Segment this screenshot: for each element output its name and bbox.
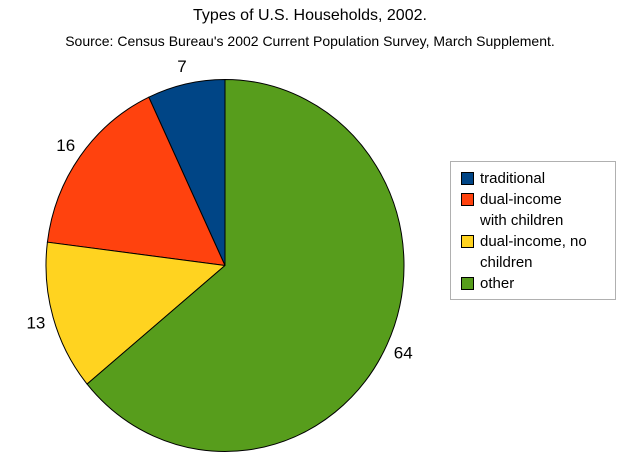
- pie-slice-other: [86, 78, 405, 452]
- legend-label: traditional: [480, 170, 546, 187]
- legend-swatch: [461, 235, 474, 248]
- slice-value-label: 13: [26, 314, 45, 333]
- legend-item: other: [461, 273, 609, 294]
- legend-label: other: [480, 275, 515, 292]
- legend-item: dual-income, no children: [461, 231, 609, 273]
- slice-value-label: 7: [177, 57, 186, 76]
- legend-label: dual-income, no children: [480, 233, 587, 271]
- pie-slice-dual-income-with-children: [46, 96, 226, 267]
- legend-label: dual-income with children: [480, 191, 564, 229]
- slice-value-label: 16: [56, 136, 75, 155]
- slice-value-label: 64: [394, 344, 413, 363]
- legend-item: traditional: [461, 168, 609, 189]
- legend-swatch: [461, 193, 474, 206]
- legend-item: dual-income with children: [461, 189, 609, 231]
- chart-title: Types of U.S. Households, 2002.: [193, 7, 427, 24]
- legend: traditional dual-income with children dual…: [450, 161, 616, 300]
- slice-value-labels: 7 16 13 64: [26, 57, 412, 363]
- legend-swatch: [461, 277, 474, 290]
- legend-swatch: [461, 172, 474, 185]
- pie-slice-dual-income-no-children: [45, 241, 227, 385]
- pie-slices: [45, 78, 405, 452]
- chart-subtitle: Source: Census Bureau's 2002 Current Pop…: [65, 33, 555, 49]
